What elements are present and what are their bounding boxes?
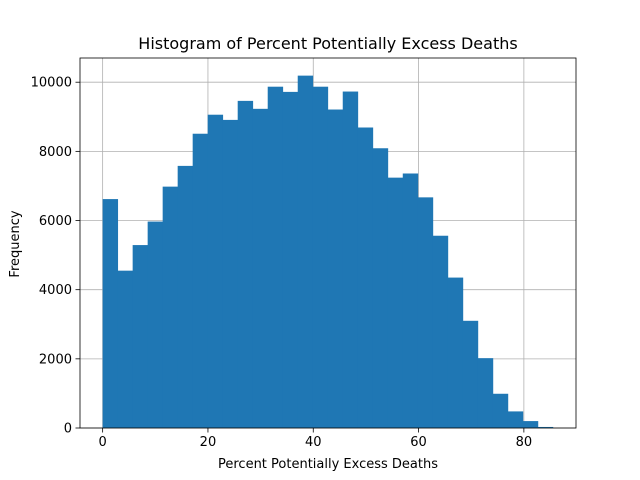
histogram-bar xyxy=(387,177,404,428)
y-axis-label: Frequency xyxy=(8,210,23,277)
histogram-bar xyxy=(117,270,134,428)
ticks: 0 20 40 60 80 0 2000 4000 6000 8000 10000 xyxy=(31,76,533,450)
histogram-bar xyxy=(462,320,479,428)
y-tick-label: 4000 xyxy=(39,283,72,298)
histogram-bar xyxy=(147,221,164,428)
histogram-bar xyxy=(207,114,224,429)
histogram-bar xyxy=(132,245,149,428)
x-tick-label: 80 xyxy=(516,435,533,450)
histogram-bar xyxy=(537,426,554,428)
histogram-bar xyxy=(522,421,539,428)
histogram-bar xyxy=(267,86,284,429)
histogram-bar xyxy=(102,199,119,428)
histogram-bar xyxy=(327,109,344,428)
histogram-bar xyxy=(507,411,524,428)
histogram-bar xyxy=(252,108,269,428)
y-tick-label: 0 xyxy=(64,422,72,437)
histogram-bar xyxy=(432,235,449,428)
histogram-bar xyxy=(357,127,374,428)
histogram-bar xyxy=(492,393,509,428)
x-tick-label: 0 xyxy=(99,435,107,450)
histogram-bar xyxy=(282,91,299,428)
histogram-bar xyxy=(237,100,254,428)
histogram-bar xyxy=(192,133,209,428)
axes xyxy=(79,57,577,429)
x-tick-label: 60 xyxy=(410,435,427,450)
histogram-bar xyxy=(402,173,419,428)
x-tick-label: 40 xyxy=(305,435,322,450)
y-tick-label: 10000 xyxy=(31,76,72,91)
chart-title: Histogram of Percent Potentially Excess … xyxy=(138,34,517,53)
histogram-bar xyxy=(372,148,389,429)
histogram-bar xyxy=(297,75,314,429)
histogram-bar xyxy=(342,91,359,428)
histogram-bar xyxy=(312,86,329,429)
histogram-bar xyxy=(447,277,464,428)
y-tick-label: 2000 xyxy=(39,352,72,367)
x-tick-label: 20 xyxy=(200,435,217,450)
histogram-bar xyxy=(417,197,434,428)
histogram-bars xyxy=(102,75,554,429)
histogram-bar xyxy=(477,358,494,428)
plot-frame xyxy=(79,57,577,429)
histogram-bar xyxy=(222,119,239,429)
x-axis-label: Percent Potentially Excess Deaths xyxy=(218,457,438,472)
y-tick-label: 6000 xyxy=(39,214,72,229)
y-tick-label: 8000 xyxy=(39,145,72,160)
histogram-bar xyxy=(162,186,179,428)
histogram-bar xyxy=(177,165,194,428)
